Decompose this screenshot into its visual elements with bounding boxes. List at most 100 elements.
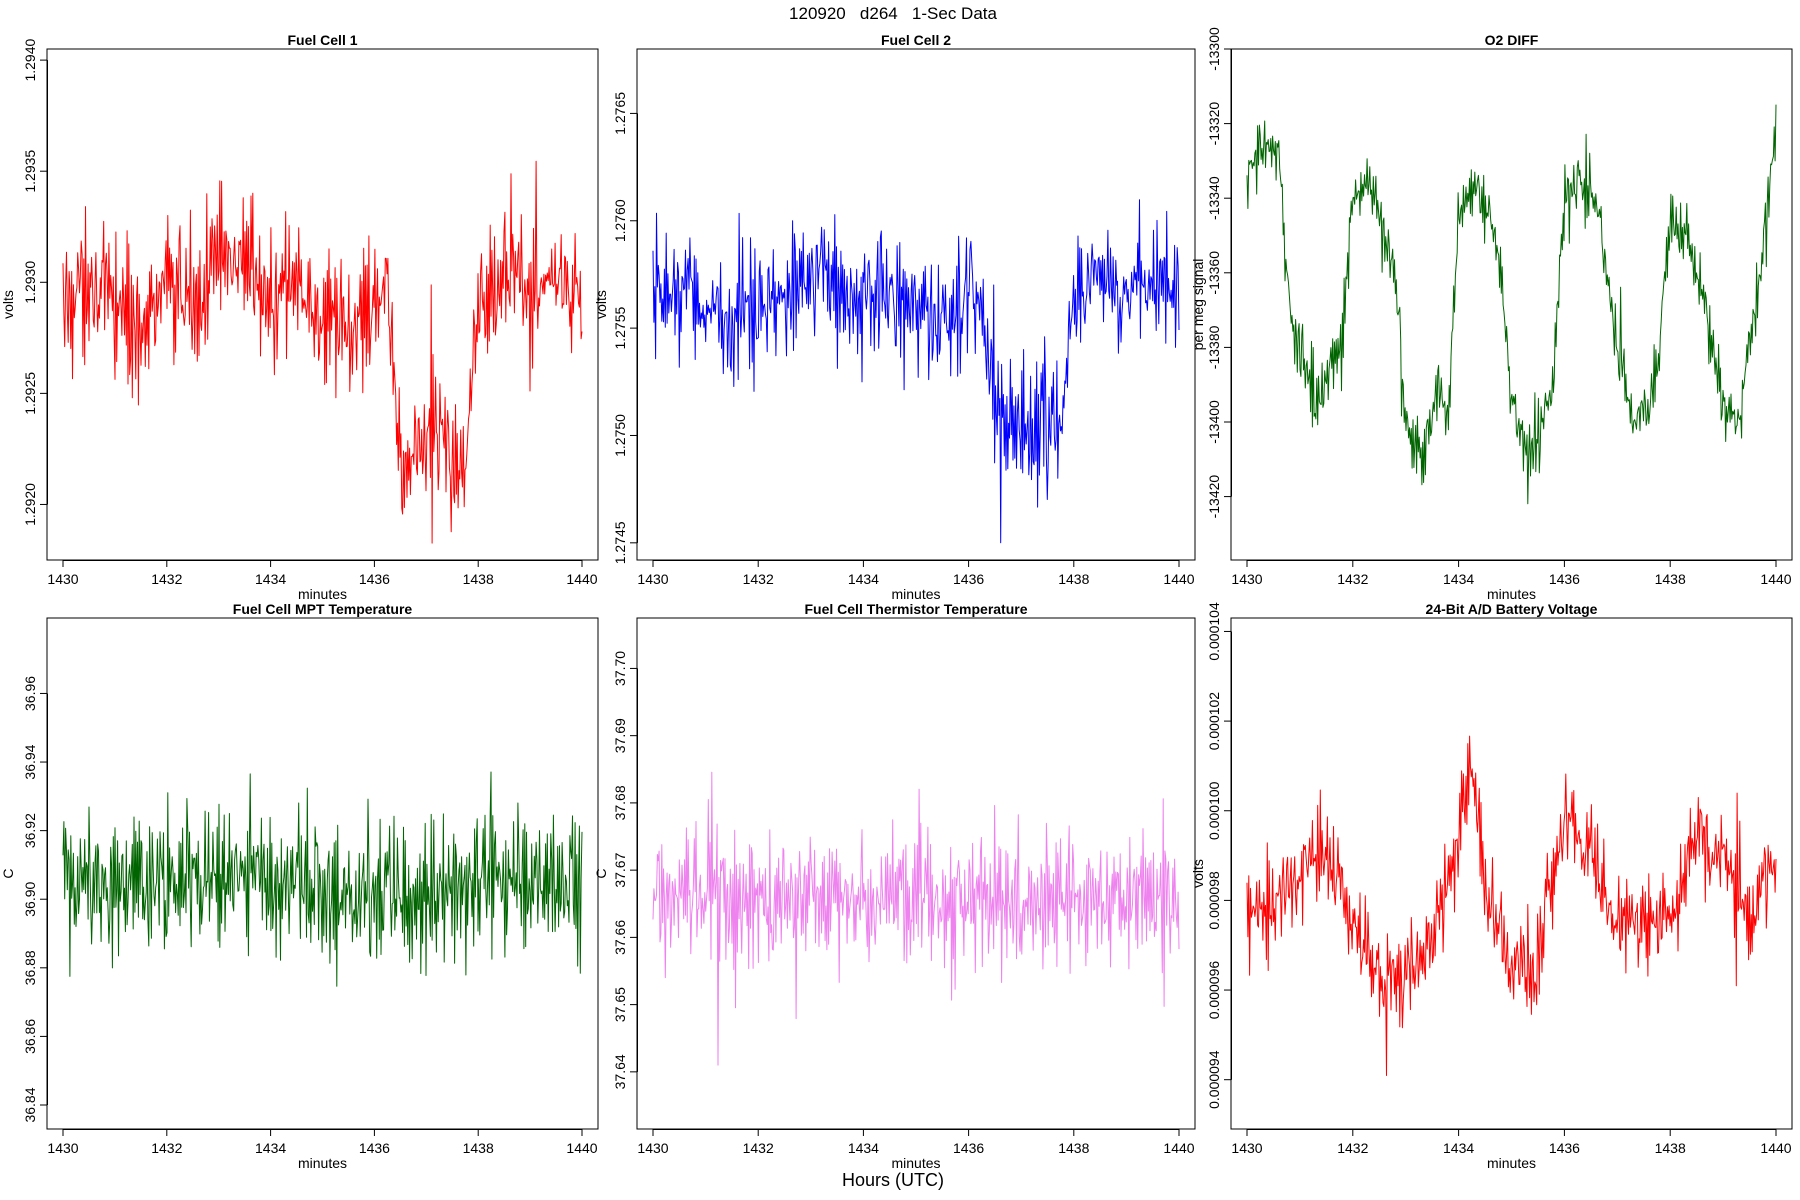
y-tick-label: 1.2930 <box>22 261 38 304</box>
x-tick-label: 1440 <box>1163 1140 1194 1156</box>
y-tick-label: 37.65 <box>612 987 628 1022</box>
y-tick-label: 37.64 <box>612 1054 628 1089</box>
x-tick-label: 1440 <box>566 1140 597 1156</box>
panel-title: Fuel Cell 2 <box>881 32 951 48</box>
y-axis-label: per meg signal <box>1190 259 1206 351</box>
x-tick-label: 1436 <box>359 1140 390 1156</box>
chart-panel: O2 DIFF 1430 1432 1434 1436 1438 1440 -13420 -13… <box>1190 27 1793 602</box>
chart-panel: Fuel Cell MPT Temperature 1430 1432 1434 143… <box>0 601 599 1171</box>
y-tick-label: 0.000100 <box>1206 781 1222 840</box>
series-line <box>652 771 1180 1066</box>
y-tick-label: 36.84 <box>22 1087 38 1122</box>
x-axis-label: minutes <box>298 586 347 602</box>
y-tick-label: 1.2765 <box>612 92 628 135</box>
x-tick-label: 1436 <box>359 571 390 587</box>
y-tick-label: 36.96 <box>22 676 38 711</box>
y-tick-label: -13380 <box>1206 325 1222 369</box>
x-tick-label: 1440 <box>1163 571 1194 587</box>
series-line <box>1246 104 1777 505</box>
x-tick-label: 1438 <box>1058 1140 1089 1156</box>
x-axis-label: minutes <box>891 1155 940 1171</box>
panels-group: Fuel Cell 1 1430 1432 1434 1436 1438 1440 1.292… <box>0 27 1793 1171</box>
x-tick-label: 1436 <box>1549 1140 1580 1156</box>
x-tick-label: 1438 <box>463 1140 494 1156</box>
panel-title: Fuel Cell 1 <box>287 32 357 48</box>
x-tick-label: 1430 <box>637 1140 668 1156</box>
y-tick-label: 1.2760 <box>612 199 628 242</box>
y-tick-label: 36.86 <box>22 1019 38 1054</box>
x-tick-label: 1436 <box>1549 571 1580 587</box>
x-tick-label: 1432 <box>743 571 774 587</box>
y-tick-label: 37.66 <box>612 920 628 955</box>
x-tick-label: 1430 <box>47 1140 78 1156</box>
x-axis-label: minutes <box>1487 586 1536 602</box>
x-tick-label: 1430 <box>1231 571 1262 587</box>
panel-title: Fuel Cell MPT Temperature <box>233 601 413 617</box>
panel-title: Fuel Cell Thermistor Temperature <box>804 601 1027 617</box>
y-tick-label: 0.000094 <box>1206 1050 1222 1109</box>
y-tick-label: 1.2925 <box>22 372 38 415</box>
x-tick-label: 1434 <box>255 571 286 587</box>
y-tick-label: 37.68 <box>612 785 628 820</box>
y-tick-label: -13300 <box>1206 27 1222 71</box>
x-tick-label: 1434 <box>848 571 879 587</box>
y-tick-label: 1.2935 <box>22 150 38 193</box>
plot-frame <box>1230 617 1793 1130</box>
chart-panel: Fuel Cell 2 1430 1432 1434 1436 1438 1440 1.274… <box>593 32 1196 602</box>
y-tick-label: -13360 <box>1206 251 1222 295</box>
y-tick-label: -13420 <box>1206 475 1222 519</box>
x-tick-label: 1440 <box>1760 571 1791 587</box>
y-tick-label: 37.70 <box>612 651 628 686</box>
figure-x-axis-label: Hours (UTC) <box>842 1170 944 1190</box>
x-tick-label: 1438 <box>1655 1140 1686 1156</box>
y-tick-label: 1.2750 <box>612 414 628 457</box>
panel-title: O2 DIFF <box>1485 32 1539 48</box>
series-line <box>62 160 583 544</box>
y-tick-label: 0.000104 <box>1206 602 1222 661</box>
x-tick-label: 1432 <box>1337 1140 1368 1156</box>
y-tick-label: 1.2755 <box>612 306 628 349</box>
chart-panel: 24-Bit A/D Battery Voltage 1430 1432 1434 14… <box>1190 601 1793 1171</box>
y-axis-label: C <box>0 868 16 878</box>
plot-frame <box>1230 48 1793 561</box>
y-axis-label: C <box>593 868 609 878</box>
x-tick-label: 1434 <box>255 1140 286 1156</box>
x-tick-label: 1434 <box>1443 571 1474 587</box>
series-line <box>1246 735 1777 1076</box>
x-axis-label: minutes <box>298 1155 347 1171</box>
chart-panel: Fuel Cell 1 1430 1432 1434 1436 1438 1440 1.292… <box>0 32 599 602</box>
y-tick-label: 1.2920 <box>22 483 38 526</box>
y-tick-label: 37.67 <box>612 852 628 887</box>
x-tick-label: 1430 <box>47 571 78 587</box>
x-tick-label: 1430 <box>637 571 668 587</box>
y-tick-label: 37.69 <box>612 718 628 753</box>
y-axis-label: volts <box>1190 859 1206 888</box>
x-tick-label: 1432 <box>1337 571 1368 587</box>
series-line <box>652 199 1180 544</box>
x-tick-label: 1440 <box>1760 1140 1791 1156</box>
y-tick-label: 36.94 <box>22 744 38 779</box>
x-tick-label: 1438 <box>1655 571 1686 587</box>
panel-title: 24-Bit A/D Battery Voltage <box>1426 601 1598 617</box>
y-tick-label: 0.000102 <box>1206 692 1222 751</box>
y-tick-label: 1.2745 <box>612 521 628 564</box>
x-tick-label: 1434 <box>1443 1140 1474 1156</box>
y-axis-label: volts <box>593 290 609 319</box>
y-tick-label: -13340 <box>1206 176 1222 220</box>
series-line <box>62 771 583 987</box>
figure-title: 120920 d264 1-Sec Data <box>789 4 997 23</box>
y-tick-label: 0.000096 <box>1206 961 1222 1020</box>
x-tick-label: 1432 <box>151 571 182 587</box>
y-tick-label: -13320 <box>1206 102 1222 146</box>
y-tick-label: -13400 <box>1206 400 1222 444</box>
x-axis-label: minutes <box>1487 1155 1536 1171</box>
x-tick-label: 1440 <box>566 571 597 587</box>
x-tick-label: 1438 <box>1058 571 1089 587</box>
y-tick-label: 36.88 <box>22 950 38 985</box>
x-tick-label: 1438 <box>463 571 494 587</box>
x-axis-label: minutes <box>891 586 940 602</box>
x-tick-label: 1436 <box>953 571 984 587</box>
x-tick-label: 1432 <box>743 1140 774 1156</box>
y-axis-label: volts <box>0 290 16 319</box>
